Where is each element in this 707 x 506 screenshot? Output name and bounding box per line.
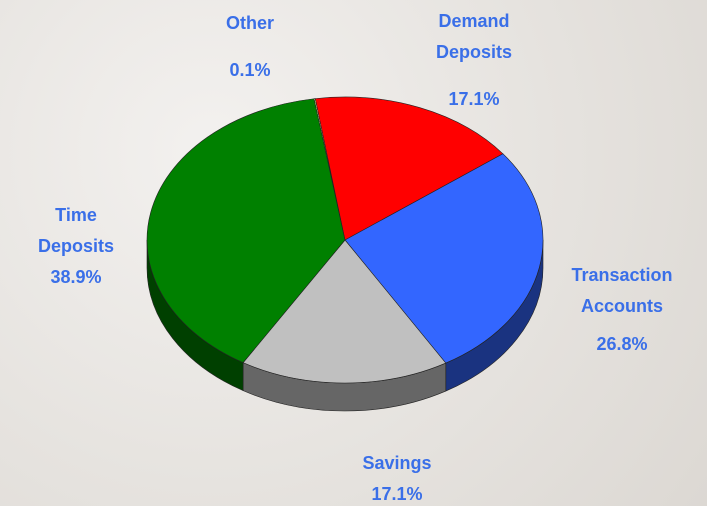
slice-label: Transaction Accounts [571,265,673,316]
value-label: 38.9% [50,267,102,287]
pie-slice [242,239,447,384]
value-label: 17.1% [448,89,500,109]
slice-label: Demand Deposits [435,11,513,62]
slice-label: Time Deposits [37,205,115,256]
slice-label: Other [225,13,274,33]
pie-slice [146,98,346,363]
value-label: 26.8% [596,334,648,354]
value-label: 0.1% [229,60,271,80]
pie-slice [314,96,504,241]
slice-label: Savings [362,453,432,473]
value-label: 17.1% [371,484,423,504]
pie-slice [344,153,544,364]
